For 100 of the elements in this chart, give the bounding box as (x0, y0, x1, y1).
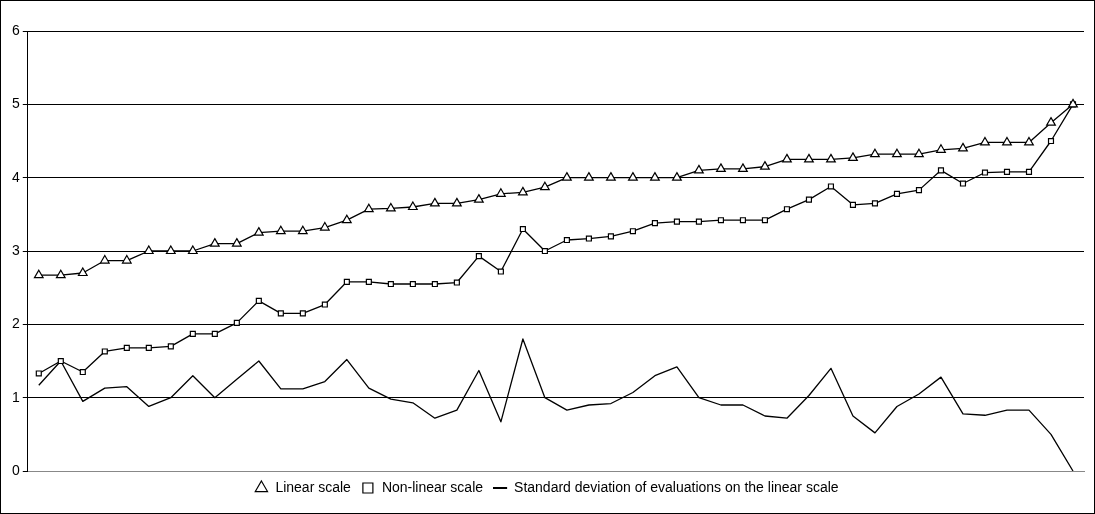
point (870, 148, 880, 158)
point (914, 148, 924, 158)
point (33, 269, 44, 279)
point (1025, 168, 1033, 175)
point (693, 164, 704, 174)
point (937, 167, 945, 174)
point (959, 180, 967, 187)
point (651, 220, 658, 227)
point (77, 267, 88, 277)
point (211, 330, 218, 337)
point (275, 225, 286, 235)
y-tick-label: 4 (11, 168, 20, 185)
point (893, 190, 901, 197)
point (739, 217, 747, 224)
point (1002, 136, 1012, 146)
point (57, 357, 64, 365)
point (299, 310, 306, 317)
point (407, 201, 418, 211)
point (607, 233, 614, 240)
point (253, 227, 264, 236)
point (671, 172, 682, 181)
point (1003, 168, 1011, 175)
point (716, 163, 726, 172)
point (783, 206, 791, 213)
point (541, 247, 548, 255)
point (385, 202, 396, 212)
point (495, 188, 506, 197)
point (627, 172, 638, 181)
point (143, 245, 154, 255)
y-tick-label: 5 (11, 95, 20, 112)
point (429, 197, 440, 207)
y-tick-label: 1 (11, 388, 20, 405)
point (101, 348, 108, 355)
point (826, 153, 836, 163)
point (451, 197, 462, 207)
point (321, 301, 328, 308)
point (915, 187, 923, 194)
point (475, 253, 482, 260)
point (981, 169, 989, 176)
point (431, 280, 438, 288)
point (760, 161, 770, 170)
point (583, 172, 594, 181)
y-tick-label: 0 (11, 461, 20, 478)
point (187, 245, 198, 255)
point (605, 172, 616, 181)
point (539, 181, 550, 191)
point (165, 245, 176, 255)
point (936, 144, 946, 153)
legend-label: Non-linear scale (381, 478, 484, 495)
point (473, 194, 484, 203)
point (738, 163, 748, 172)
point (649, 172, 660, 181)
point (805, 196, 813, 203)
point (1024, 136, 1034, 146)
point (561, 172, 572, 181)
point (319, 221, 330, 231)
point (804, 153, 814, 163)
point (209, 238, 220, 247)
point (761, 217, 769, 224)
y-tick-label: 3 (11, 241, 20, 258)
point (695, 218, 702, 225)
point (517, 186, 528, 196)
point (1046, 117, 1056, 126)
point (1047, 137, 1055, 145)
point (343, 278, 350, 285)
point (365, 278, 372, 285)
point (848, 152, 858, 161)
point (277, 310, 284, 317)
point (673, 218, 680, 225)
point (145, 344, 152, 351)
legend-label: Linear scale (275, 478, 352, 495)
point (519, 225, 526, 233)
point (958, 142, 968, 152)
point (563, 236, 570, 244)
point (123, 344, 130, 351)
point (363, 203, 374, 213)
point (717, 217, 724, 224)
point (341, 214, 352, 224)
point (629, 228, 636, 235)
point (497, 268, 504, 275)
point (79, 368, 86, 376)
point (871, 200, 879, 207)
y-tick-label: 2 (11, 315, 20, 332)
point (980, 136, 990, 146)
point (387, 280, 394, 288)
point (231, 238, 242, 247)
point (453, 279, 460, 286)
y-tick-label: 6 (11, 21, 20, 38)
point (297, 225, 308, 235)
point (189, 330, 196, 337)
point (233, 319, 240, 326)
point (892, 148, 902, 158)
point (255, 297, 262, 304)
point (121, 254, 132, 264)
point (409, 280, 416, 288)
point (585, 235, 592, 242)
legend-label: Standard deviation of evaluations on the linear scale (514, 478, 839, 495)
point (167, 343, 174, 350)
point (35, 370, 42, 377)
point (99, 254, 110, 264)
